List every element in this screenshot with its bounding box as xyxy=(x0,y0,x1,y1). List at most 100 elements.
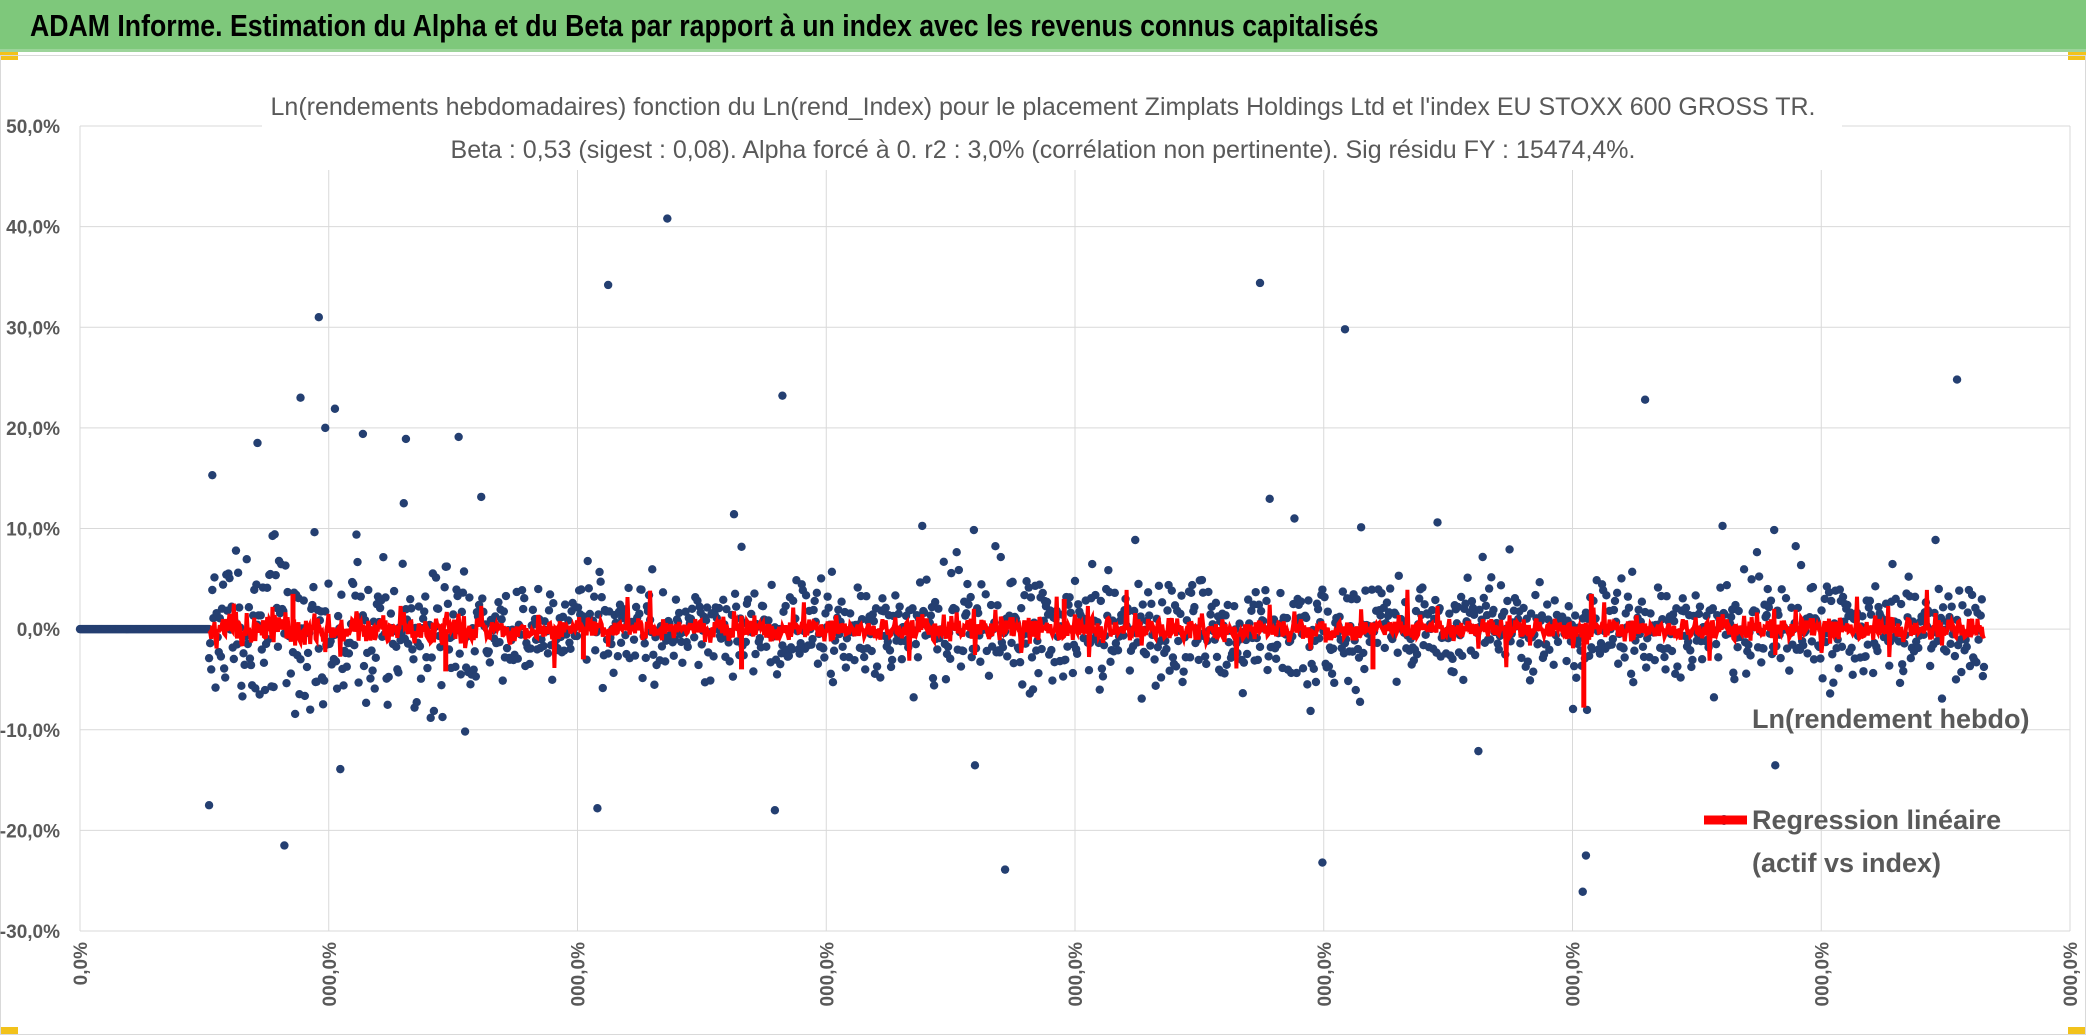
data-point xyxy=(808,634,817,644)
data-point xyxy=(1220,669,1229,678)
data-point xyxy=(407,604,416,613)
data-point xyxy=(1729,668,1738,677)
data-point xyxy=(259,658,269,668)
data-point xyxy=(1327,669,1337,678)
data-point xyxy=(812,588,822,598)
data-point xyxy=(658,588,668,597)
data-point xyxy=(1261,586,1270,595)
data-point xyxy=(958,646,968,656)
y-tick-label: 50,0% xyxy=(6,117,60,138)
data-point xyxy=(409,655,418,664)
data-point xyxy=(1549,660,1558,669)
data-point xyxy=(1763,584,1772,594)
data-point xyxy=(1048,676,1057,685)
data-point xyxy=(1154,581,1164,591)
data-point xyxy=(1568,704,1578,714)
data-point xyxy=(233,568,243,577)
data-point xyxy=(1843,600,1852,610)
data-point xyxy=(886,662,896,672)
data-point xyxy=(1979,662,1989,672)
data-point xyxy=(683,642,692,652)
data-point xyxy=(1167,586,1177,595)
data-point xyxy=(1470,650,1480,660)
data-point xyxy=(1097,664,1107,673)
data-point xyxy=(1910,592,1920,602)
data-point xyxy=(1781,593,1791,603)
data-point xyxy=(598,683,607,693)
data-point xyxy=(1453,602,1463,612)
data-point xyxy=(1433,518,1442,527)
data-point xyxy=(423,663,432,673)
data-point xyxy=(1061,655,1070,664)
data-point xyxy=(1463,573,1472,582)
data-point xyxy=(1629,677,1638,687)
data-point xyxy=(1834,664,1843,673)
data-point xyxy=(1525,676,1535,685)
data-point xyxy=(770,806,780,815)
data-point xyxy=(498,676,507,685)
data-point xyxy=(1871,582,1880,591)
data-point xyxy=(1072,649,1082,658)
data-point xyxy=(1420,600,1429,609)
data-point xyxy=(540,617,549,626)
data-point xyxy=(1088,559,1097,569)
data-point xyxy=(1393,648,1402,657)
data-point xyxy=(1697,655,1707,664)
data-point xyxy=(1602,591,1611,600)
data-point xyxy=(211,683,220,692)
data-point xyxy=(1539,650,1549,659)
data-point xyxy=(1817,606,1826,615)
data-point xyxy=(1799,641,1808,650)
data-point xyxy=(1535,577,1544,587)
data-point xyxy=(225,573,234,583)
data-point xyxy=(245,654,255,663)
data-point xyxy=(996,552,1005,562)
data-point xyxy=(361,698,371,708)
data-point xyxy=(962,609,971,618)
data-point xyxy=(690,633,699,642)
data-point xyxy=(1512,598,1522,607)
data-point xyxy=(371,653,381,663)
data-point xyxy=(813,659,823,668)
data-point xyxy=(640,639,649,648)
data-point xyxy=(1065,593,1074,602)
data-point xyxy=(244,603,254,612)
data-point xyxy=(1688,655,1697,665)
chart-title: Ln(rendements hebdomadaires) fonction du… xyxy=(271,93,1816,121)
data-point xyxy=(367,646,376,655)
data-point xyxy=(1874,602,1883,612)
data-point xyxy=(850,655,859,665)
data-point xyxy=(1474,746,1483,756)
data-point xyxy=(930,597,940,607)
data-point xyxy=(589,592,599,601)
data-point xyxy=(1714,653,1723,662)
data-point xyxy=(300,691,310,701)
data-point xyxy=(767,580,776,590)
data-point xyxy=(269,682,278,692)
data-point xyxy=(544,606,554,615)
data-point xyxy=(1478,552,1487,562)
data-point xyxy=(1235,619,1244,628)
data-point xyxy=(1759,644,1768,653)
data-point xyxy=(1469,610,1479,620)
data-point xyxy=(1163,606,1172,615)
data-point xyxy=(242,555,251,564)
legend-regression-label: Regression linéaire xyxy=(1752,805,2001,835)
data-point xyxy=(1942,647,1951,656)
data-point xyxy=(1638,642,1648,651)
data-point xyxy=(525,659,534,669)
data-point xyxy=(1626,669,1636,679)
data-point xyxy=(545,590,555,599)
data-point xyxy=(1742,669,1751,678)
data-point xyxy=(1683,637,1693,646)
data-point xyxy=(1612,588,1622,598)
x-tick-label: 000,0% xyxy=(320,942,341,1007)
grid-lines xyxy=(79,125,2071,932)
data-point xyxy=(1254,600,1264,609)
data-point xyxy=(469,665,478,674)
data-point xyxy=(1803,649,1812,658)
data-point xyxy=(678,658,687,667)
data-point xyxy=(438,712,447,722)
data-point xyxy=(1143,588,1153,597)
data-point xyxy=(1168,653,1178,662)
